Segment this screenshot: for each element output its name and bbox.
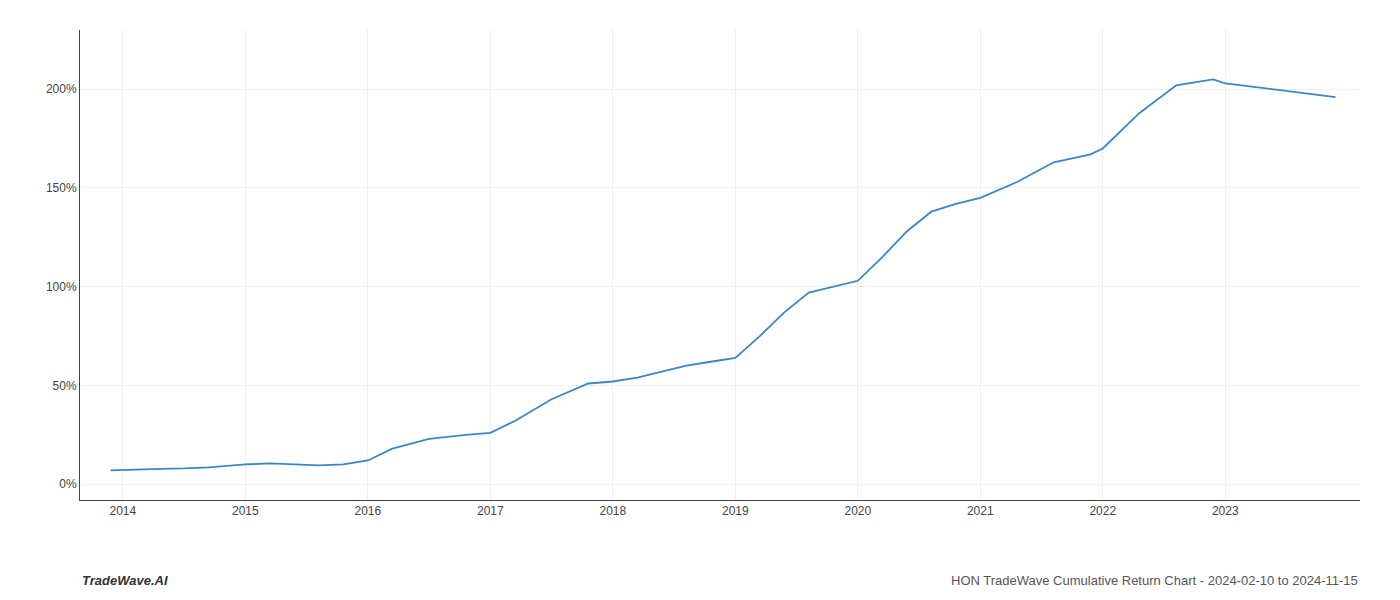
svg-text:2021: 2021 — [967, 504, 994, 518]
svg-text:2022: 2022 — [1089, 504, 1116, 518]
svg-text:2020: 2020 — [844, 504, 871, 518]
svg-text:TradeWave.AI: TradeWave.AI — [82, 573, 168, 588]
svg-text:50%: 50% — [53, 379, 77, 393]
svg-text:0%: 0% — [59, 477, 77, 491]
svg-text:2018: 2018 — [599, 504, 626, 518]
svg-text:150%: 150% — [46, 181, 77, 195]
svg-text:200%: 200% — [46, 82, 77, 96]
svg-text:2016: 2016 — [354, 504, 381, 518]
svg-text:HON TradeWave Cumulative Retur: HON TradeWave Cumulative Return Chart - … — [951, 573, 1358, 588]
svg-text:2019: 2019 — [722, 504, 749, 518]
svg-text:100%: 100% — [46, 280, 77, 294]
svg-text:2015: 2015 — [232, 504, 259, 518]
svg-text:2017: 2017 — [477, 504, 504, 518]
svg-text:2023: 2023 — [1212, 504, 1239, 518]
svg-text:2014: 2014 — [110, 504, 137, 518]
